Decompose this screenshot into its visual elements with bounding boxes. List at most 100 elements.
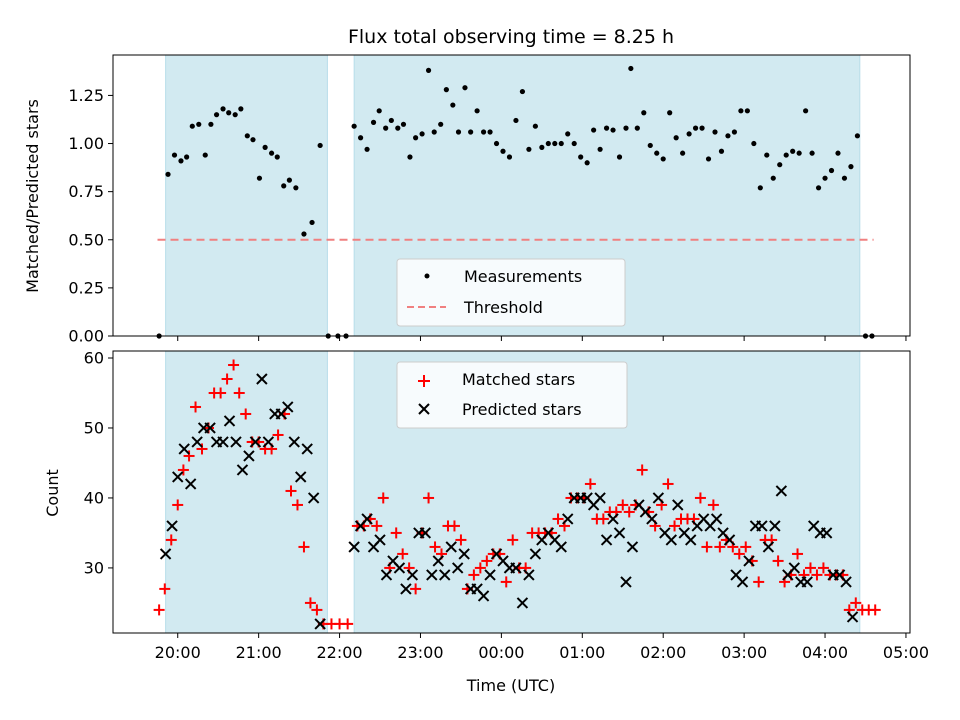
bottom-legend-box [396,361,628,429]
measurement-point [705,156,712,162]
x-tick-label: 22:00 [317,643,363,662]
x-tick-label: 21:00 [236,643,282,662]
measurement-point [680,150,686,156]
measurement-point [731,129,738,135]
measurement-point [274,154,280,160]
predicted-star-point [374,534,386,546]
matched-star-point [714,541,726,553]
matched-star-point [597,513,609,525]
measurement-point [822,175,828,181]
predicted-star-point [314,618,326,630]
bottom-y-axis-label: Count [43,469,62,517]
y-tick-label: 0.75 [68,182,104,201]
matched-star-point [507,534,519,546]
y-tick-label: 30 [84,558,104,577]
measurement-point [751,140,757,147]
x-tick-label: 00:00 [478,643,524,662]
matched-star-point [662,478,674,490]
predicted-star-point [710,513,723,525]
matched-star-point [153,604,165,616]
measurement-point [654,150,660,156]
predicted-star-point [307,492,320,504]
predicted-star-point [555,541,567,553]
predicted-star-point [646,513,658,525]
top-legend-box [396,258,626,327]
predicted-star-point [230,436,242,448]
predicted-star-point [282,401,294,413]
predicted-star-point [484,569,496,581]
predicted-star-point [743,555,755,567]
predicted-star-point [594,492,606,504]
predicted-star-point [846,611,859,623]
measurement-point [513,117,519,124]
matched-star-point [448,520,460,532]
x-tick-label: 04:00 [802,643,848,662]
matched-star-point [423,492,435,504]
matched-star-point [753,576,765,588]
legend-label-predicted-stars: Predicted stars [462,400,582,419]
predicted-star-point [204,422,216,434]
measurement-point [400,121,407,127]
predicted-star-point [400,583,412,595]
matched-star-point [817,562,829,574]
predicted-star-point [510,562,522,574]
matched-star-point [792,548,804,560]
measurement-point [770,175,776,181]
measurement-point [854,133,861,139]
predicted-star-point [665,534,678,546]
predicted-star-point [788,562,801,574]
matched-star-point [172,499,184,511]
matched-star-point [390,527,402,539]
x-tick-label: 01:00 [559,643,605,662]
predicted-star-point [348,541,360,553]
matched-star-point [811,569,823,581]
y-tick-label: 1.25 [68,86,104,105]
predicted-star-point [236,464,249,476]
measurement-point [213,112,220,118]
matched-star-point [733,548,745,560]
measurement-point [539,144,545,150]
measurement-point [591,127,597,133]
measurement-point [202,152,208,158]
measurement-point [388,117,394,124]
measurement-point [506,154,513,160]
matched-star-point [772,555,784,567]
measurement-point [565,131,571,137]
measurement-point [450,102,456,108]
predicted-stars-points [159,373,859,630]
predicted-star-point [166,520,178,532]
predicted-star-point [529,548,542,560]
matched-star-point [468,569,480,581]
predicted-star-point [613,527,626,539]
matched-star-point [850,597,862,609]
matched-star-point [304,597,316,609]
bottom-x-ticks: 20:00 21:00 22:00 23:00 00:00 01:00 02:00 03:00… [155,633,929,662]
matched-star-point [410,583,422,595]
measurement-point [692,125,699,131]
x-tick-label: 20:00 [155,643,201,662]
measurement-point [634,125,640,131]
measurement-point [699,125,705,131]
matched-star-point [291,499,303,511]
measurement-point [809,150,815,156]
x-tick-label: 05:00 [883,643,929,662]
measurement-point [725,133,731,139]
matched-star-point [707,499,719,511]
observing-interval-shade [165,54,328,337]
measurement-point [317,142,323,149]
predicted-star-point [451,562,464,574]
measurement-point [443,87,449,93]
measurement-point [673,135,679,141]
predicted-star-point [840,576,852,588]
top-axes-frame [112,54,911,337]
matched-star-point [474,562,486,574]
predicted-star-point [426,569,438,581]
predicted-star-point [600,534,613,546]
predicted-star-point [380,569,393,581]
measurement-point [790,148,796,154]
measurement-point [480,129,487,135]
measurement-point [419,131,425,137]
predicted-star-point [184,478,197,490]
matched-star-point [215,387,227,399]
measurement-point [309,219,315,226]
